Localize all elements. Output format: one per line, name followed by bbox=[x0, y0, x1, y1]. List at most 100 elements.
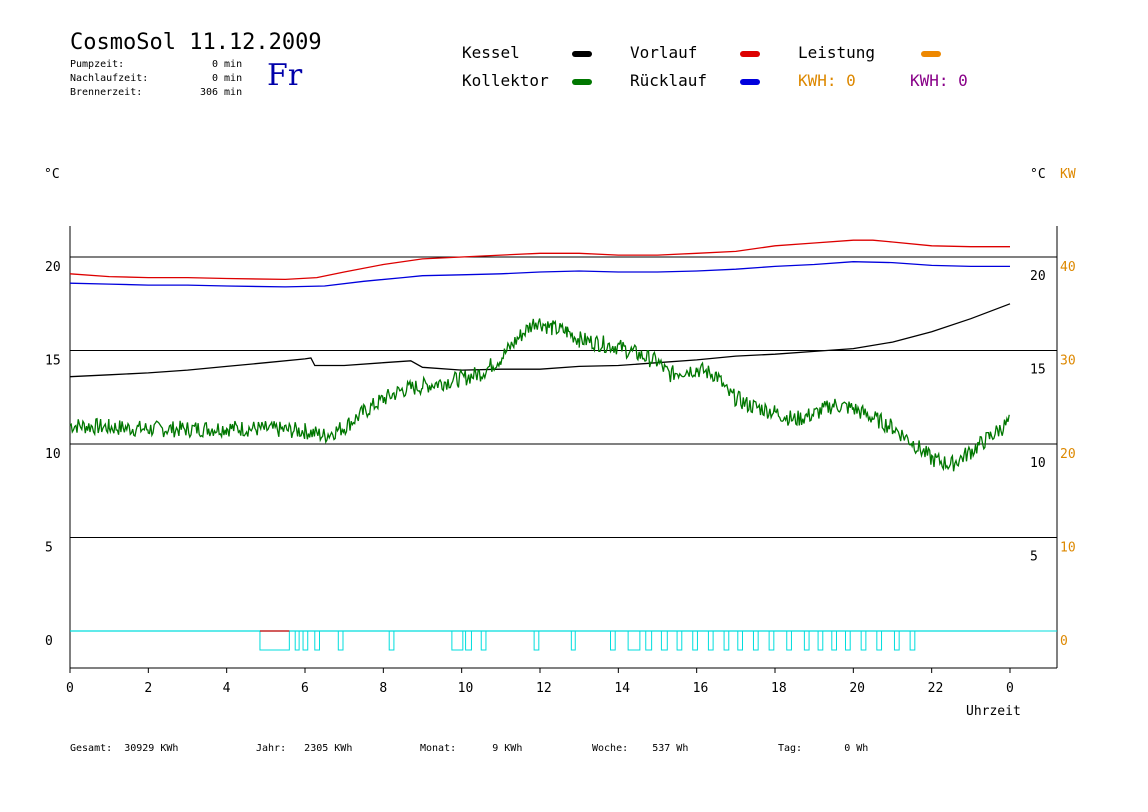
stat-unit: min bbox=[224, 73, 243, 84]
stat-label: Pumpzeit: bbox=[70, 59, 125, 70]
series-kollektor bbox=[69, 318, 1010, 472]
leistung-pulse bbox=[831, 630, 837, 651]
legend-ruecklauf-label: Rücklauf bbox=[630, 71, 708, 90]
x-tick-label: 2 bbox=[144, 681, 152, 696]
y-axis-label-right: °C bbox=[1030, 167, 1046, 182]
y-tick-label-left: 10 bbox=[45, 447, 61, 462]
legend-kessel-swatch bbox=[572, 51, 592, 57]
y-tick-label-right: 15 bbox=[1030, 363, 1046, 378]
leistung-pulse bbox=[337, 630, 344, 651]
legend-leistung-swatch bbox=[921, 51, 941, 57]
x-tick-label: 4 bbox=[223, 681, 231, 696]
x-tick-label: 6 bbox=[301, 681, 309, 696]
footer-label: Tag: bbox=[778, 743, 803, 754]
stat-nachlaufzeit: Nachlaufzeit: 0 min bbox=[70, 72, 242, 85]
weekday-label: Fr bbox=[267, 58, 303, 93]
legend-kollektor-label: Kollektor bbox=[462, 71, 549, 90]
y-tick-label-left: 15 bbox=[45, 354, 61, 369]
leistung-pulse bbox=[627, 630, 641, 651]
stat-label: Nachlaufzeit: bbox=[70, 73, 149, 84]
leistung-pulses bbox=[70, 630, 1010, 651]
legend-leistung-label: Leistung bbox=[798, 43, 876, 62]
x-tick-label: 16 bbox=[693, 681, 709, 696]
leistung-pulse bbox=[610, 630, 616, 651]
x-tick-label: 12 bbox=[536, 681, 552, 696]
legend-kessel-label: Kessel bbox=[462, 43, 520, 62]
leistung-pulse bbox=[259, 630, 290, 651]
stat-unit: min bbox=[224, 59, 243, 70]
series-vorlauf bbox=[69, 239, 1010, 281]
x-axis: 0 2 4 6 8 10 12 14 16 18 20 22 0 Uhrzeit bbox=[66, 668, 1021, 719]
stat-value: 306 bbox=[199, 87, 218, 98]
leistung-pulse bbox=[451, 630, 464, 651]
footer-label: Woche: bbox=[592, 743, 629, 754]
kw-tick-label: 20 bbox=[1060, 447, 1076, 462]
leistung-pulse bbox=[786, 630, 792, 651]
footer-label: Jahr: bbox=[256, 743, 287, 754]
kw-tick-label: 10 bbox=[1060, 541, 1076, 556]
footer-label: Gesamt: bbox=[70, 743, 113, 754]
stat-value: 0 bbox=[211, 73, 218, 84]
stat-label: Brennerzeit: bbox=[70, 87, 143, 98]
legend-ruecklauf-swatch bbox=[740, 79, 760, 85]
x-axis-label: Uhrzeit bbox=[966, 704, 1021, 719]
y-tick-label-right: 20 bbox=[1030, 269, 1046, 284]
leistung-pulse bbox=[314, 630, 320, 651]
kw-tick-label: 0 bbox=[1060, 634, 1068, 649]
footer-value: 30929 KWh bbox=[124, 743, 179, 754]
series-ruecklauf bbox=[69, 261, 1010, 288]
y-tick-label-right: 10 bbox=[1030, 456, 1046, 471]
leistung-pulse bbox=[737, 630, 743, 651]
y-axis-label-left: °C bbox=[44, 167, 60, 182]
footer-monat: Monat: 9 KWh bbox=[420, 743, 522, 754]
x-tick-label: 10 bbox=[458, 681, 474, 696]
footer-value: 537 Wh bbox=[652, 743, 689, 754]
x-tick-label: 8 bbox=[379, 681, 387, 696]
footer-value: 9 KWh bbox=[492, 743, 523, 754]
legend-kwh-secondary: KWH: 0 bbox=[910, 71, 968, 90]
leistung-pulse bbox=[768, 630, 775, 651]
leistung-pulse bbox=[860, 630, 867, 651]
leistung-pulse bbox=[302, 630, 309, 651]
kw-tick-label: 30 bbox=[1060, 354, 1076, 369]
leistung-pulse bbox=[845, 630, 851, 651]
leistung-pulse bbox=[876, 630, 883, 651]
y-tick-label-left: 5 bbox=[45, 541, 53, 556]
leistung-pulse bbox=[752, 630, 759, 651]
y-axis: 0 5 10 15 20 5 10 15 20 0 10 20 30 40 °C °C KW bbox=[44, 167, 1076, 649]
leistung-pulse bbox=[388, 630, 395, 651]
series-group bbox=[69, 239, 1011, 472]
x-tick-label: 0 bbox=[66, 681, 74, 696]
x-tick-label: 20 bbox=[849, 681, 865, 696]
leistung-pulse bbox=[533, 630, 540, 651]
stat-pumpzeit: Pumpzeit: 0 min bbox=[70, 58, 242, 71]
y-tick-label-left: 0 bbox=[45, 634, 53, 649]
leistung-pulse bbox=[465, 630, 472, 651]
x-tick-label: 0 bbox=[1006, 681, 1014, 696]
x-tick-label: 18 bbox=[771, 681, 787, 696]
leistung-pulse bbox=[723, 630, 730, 651]
series-kessel bbox=[69, 303, 1011, 378]
leistung-pulse bbox=[909, 630, 916, 651]
plot-frame bbox=[69, 226, 1058, 669]
kw-tick-label: 40 bbox=[1060, 260, 1076, 275]
leistung-pulse bbox=[893, 630, 900, 651]
footer-woche: Woche: 537 Wh bbox=[592, 743, 688, 754]
legend-kollektor-swatch bbox=[572, 79, 592, 85]
leistung-pulse bbox=[707, 630, 714, 651]
x-tick-label: 22 bbox=[928, 681, 944, 696]
leistung-pulse bbox=[294, 630, 300, 651]
x-tick-label: 14 bbox=[614, 681, 630, 696]
stat-brennerzeit: Brennerzeit: 306 min bbox=[70, 86, 242, 99]
kw-axis-label: KW bbox=[1060, 167, 1076, 182]
legend-vorlauf-label: Vorlauf bbox=[630, 43, 698, 62]
footer-label: Monat: bbox=[420, 743, 457, 754]
stat-value: 0 bbox=[211, 59, 218, 70]
footer-tag: Tag: 0 Wh bbox=[778, 743, 868, 754]
legend-vorlauf-swatch bbox=[740, 51, 760, 57]
leistung-pulse bbox=[570, 630, 576, 651]
leistung-pulse bbox=[660, 630, 668, 651]
footer-value: 2305 KWh bbox=[304, 743, 353, 754]
leistung-pulse bbox=[817, 630, 824, 651]
